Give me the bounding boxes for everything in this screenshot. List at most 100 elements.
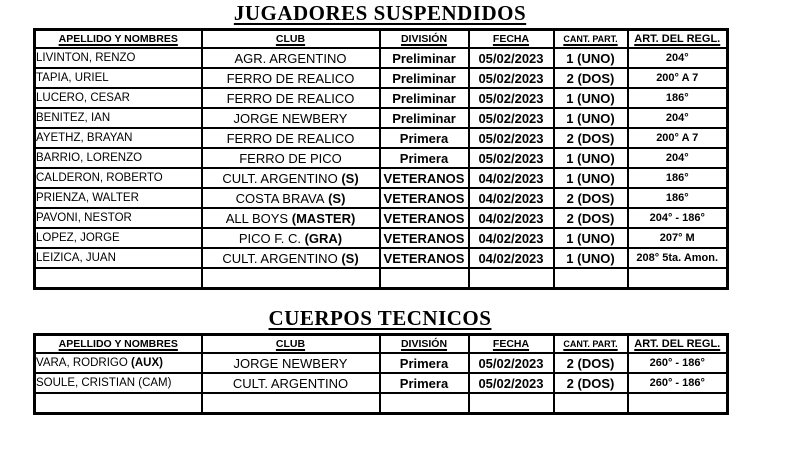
- cell-name: CALDERON, ROBERTO: [33, 167, 203, 189]
- cell-fecha: 04/02/2023: [467, 167, 555, 189]
- column-header-art_regl: ART. DEL REGL.: [626, 28, 729, 49]
- table-row: SOULE, CRISTIAN (CAM) CULT. ARGENTINO Prim…: [33, 372, 729, 394]
- cell-art_regl: 204°: [626, 147, 729, 169]
- cell-club: FERRO DE REALICO: [200, 67, 381, 89]
- header-row: APELLIDO Y NOMBRES CLUB DIVISIÓN FECHA CANT.…: [33, 333, 729, 354]
- cell-art_regl: 200° A 7: [626, 127, 729, 149]
- cell-division: Preliminar: [378, 87, 470, 109]
- cell-name: SOULE, CRISTIAN (CAM): [33, 372, 203, 394]
- technical-staff-title: CUERPOS TECNICOS: [268, 306, 492, 330]
- cell-club: FERRO DE PICO: [200, 147, 381, 169]
- cell-club: JORGE NEWBERY: [200, 352, 381, 374]
- column-header-name: APELLIDO Y NOMBRES: [33, 28, 203, 49]
- cell-fecha: 05/02/2023: [467, 47, 555, 69]
- cell-art_regl: [626, 392, 729, 415]
- cell-art_regl: [626, 267, 729, 290]
- cell-name: [33, 267, 203, 290]
- table-row: CALDERON, ROBERTO CULT. ARGENTINO (S) VETE…: [33, 167, 729, 189]
- table-row: BARRIO, LORENZO FERRO DE PICO Primera 05/02…: [33, 147, 729, 169]
- cell-cant_part: 1 (UNO): [552, 167, 629, 189]
- table-row: LUCERO, CESAR FERRO DE REALICO Preliminar 0…: [33, 87, 729, 109]
- cell-cant_part: 1 (UNO): [552, 147, 629, 169]
- cell-name: BENITEZ, IAN: [33, 107, 203, 129]
- column-header-cant_part: CANT. PART.: [552, 333, 629, 354]
- cell-fecha: 05/02/2023: [467, 372, 555, 394]
- cell-name: PRIENZA, WALTER: [33, 187, 203, 209]
- cell-club: PICO F. C. (GRA): [200, 227, 381, 249]
- column-header-club: CLUB: [200, 28, 381, 49]
- cell-art_regl: 186°: [626, 187, 729, 209]
- cell-division: VETERANOS: [378, 247, 470, 269]
- table-row: PAVONI, NESTOR ALL BOYS (MASTER) VETERANOS…: [33, 207, 729, 229]
- cell-division: Primera: [378, 372, 470, 394]
- cell-cant_part: 2 (DOS): [552, 207, 629, 229]
- column-header-art_regl: ART. DEL REGL.: [626, 333, 729, 354]
- table-row: [33, 267, 729, 290]
- column-header-fecha: FECHA: [467, 333, 555, 354]
- column-header-fecha: FECHA: [467, 28, 555, 49]
- cell-cant_part: 2 (DOS): [552, 67, 629, 89]
- cell-division: VETERANOS: [378, 187, 470, 209]
- cell-division: Preliminar: [378, 47, 470, 69]
- cell-cant_part: 2 (DOS): [552, 352, 629, 374]
- cell-art_regl: 200° A 7: [626, 67, 729, 89]
- cell-cant_part: [552, 267, 629, 290]
- cell-fecha: 04/02/2023: [467, 227, 555, 249]
- cell-division: Primera: [378, 352, 470, 374]
- cell-fecha: 05/02/2023: [467, 127, 555, 149]
- cell-art_regl: 208° 5ta. Amon.: [626, 247, 729, 269]
- cell-art_regl: 186°: [626, 87, 729, 109]
- cell-name: [33, 392, 203, 415]
- cell-cant_part: 2 (DOS): [552, 372, 629, 394]
- column-header-division: DIVISIÓN: [378, 28, 470, 49]
- cell-art_regl: 204°: [626, 107, 729, 129]
- cell-club: ALL BOYS (MASTER): [200, 207, 381, 229]
- table-row: PRIENZA, WALTER COSTA BRAVA (S) VETERANOS 0…: [33, 187, 729, 209]
- cell-art_regl: 260° - 186°: [626, 372, 729, 394]
- cell-club: CULT. ARGENTINO: [200, 372, 381, 394]
- cell-name: LOPEZ, JORGE: [33, 227, 203, 249]
- table-row: TAPIA, URIEL FERRO DE REALICO Preliminar 05…: [33, 67, 729, 89]
- cell-division: Preliminar: [378, 107, 470, 129]
- cell-club: CULT. ARGENTINO (S): [200, 247, 381, 269]
- cell-club: [200, 392, 381, 415]
- cell-fecha: 05/02/2023: [467, 107, 555, 129]
- cell-cant_part: 2 (DOS): [552, 127, 629, 149]
- cell-club: JORGE NEWBERY: [200, 107, 381, 129]
- suspended-players-section: JUGADORES SUSPENDIDOS APELLIDO Y NOMBRES…: [33, 1, 729, 290]
- cell-fecha: 04/02/2023: [467, 207, 555, 229]
- cell-cant_part: [552, 392, 629, 415]
- cell-name: AYETHZ, BRAYAN: [33, 127, 203, 149]
- column-header-name: APELLIDO Y NOMBRES: [33, 333, 203, 354]
- cell-division: VETERANOS: [378, 207, 470, 229]
- cell-club: FERRO DE REALICO: [200, 87, 381, 109]
- table-row: BENITEZ, IAN JORGE NEWBERY Preliminar 05/02…: [33, 107, 729, 129]
- cell-name: LIVINTON, RENZO: [33, 47, 203, 69]
- cell-club: FERRO DE REALICO: [200, 127, 381, 149]
- cell-cant_part: 2 (DOS): [552, 187, 629, 209]
- cell-fecha: [467, 392, 555, 415]
- cell-cant_part: 1 (UNO): [552, 227, 629, 249]
- column-header-cant_part: CANT. PART.: [552, 28, 629, 49]
- suspended-players-title: JUGADORES SUSPENDIDOS: [233, 1, 527, 25]
- cell-cant_part: 1 (UNO): [552, 47, 629, 69]
- column-header-club: CLUB: [200, 333, 381, 354]
- cell-division: VETERANOS: [378, 167, 470, 189]
- cell-division: [378, 267, 470, 290]
- cell-club: [200, 267, 381, 290]
- cell-art_regl: 204°: [626, 47, 729, 69]
- table-row: AYETHZ, BRAYAN FERRO DE REALICO Primera 05/…: [33, 127, 729, 149]
- cell-fecha: 04/02/2023: [467, 187, 555, 209]
- cell-cant_part: 1 (UNO): [552, 87, 629, 109]
- cell-name: PAVONI, NESTOR: [33, 207, 203, 229]
- suspended-players-table: APELLIDO Y NOMBRES CLUB DIVISIÓN FECHA CANT.…: [33, 28, 729, 290]
- cell-division: Primera: [378, 147, 470, 169]
- cell-club: AGR. ARGENTINO: [200, 47, 381, 69]
- cell-division: Preliminar: [378, 67, 470, 89]
- cell-division: [378, 392, 470, 415]
- cell-fecha: 05/02/2023: [467, 147, 555, 169]
- cell-art_regl: 186°: [626, 167, 729, 189]
- cell-division: Primera: [378, 127, 470, 149]
- header-row: APELLIDO Y NOMBRES CLUB DIVISIÓN FECHA CANT.…: [33, 28, 729, 49]
